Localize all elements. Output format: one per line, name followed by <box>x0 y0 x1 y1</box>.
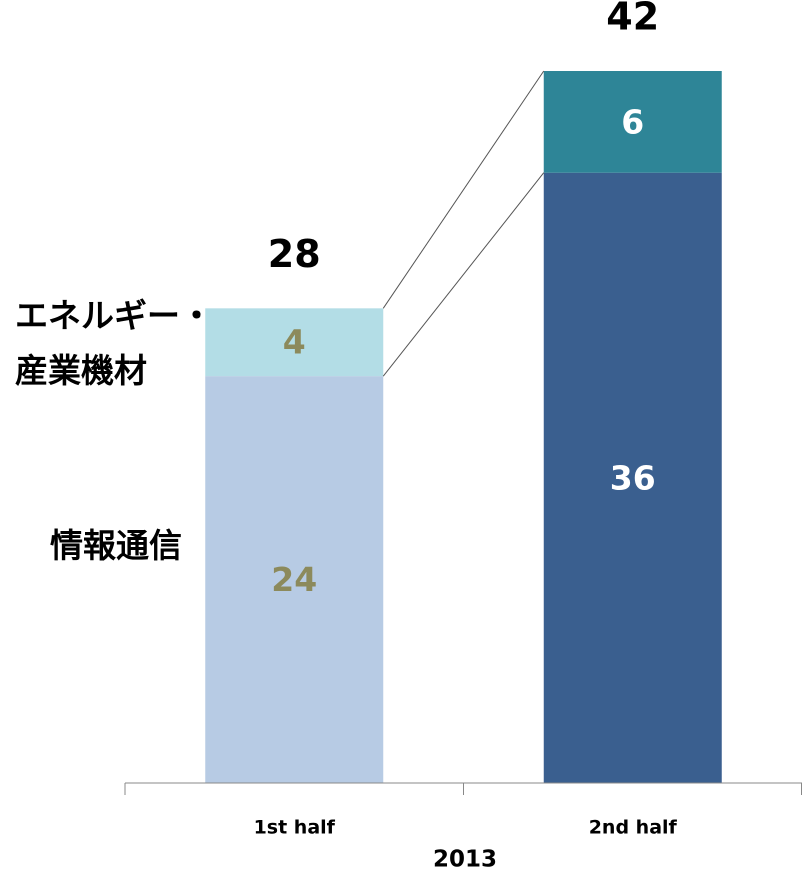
bar-segment <box>543 71 722 173</box>
x-tick-label: 2nd half <box>589 817 678 839</box>
series-label: エネルギー・ 産業機材 <box>15 296 213 390</box>
bar-segment <box>543 172 722 783</box>
value-label: 6 <box>621 102 644 141</box>
series-label: 情報通信 <box>50 526 182 565</box>
total-label: 42 <box>606 0 659 39</box>
bar-segment <box>205 308 384 377</box>
bar-segment <box>205 376 384 783</box>
x-tick-label: 1st half <box>254 817 336 839</box>
connector-line <box>382 70 545 309</box>
value-label: 4 <box>283 323 306 362</box>
connector-line <box>382 172 545 377</box>
value-label: 24 <box>271 560 317 599</box>
group-label: 2013 <box>433 847 497 873</box>
total-label: 28 <box>268 232 321 276</box>
value-label: 36 <box>610 458 656 497</box>
